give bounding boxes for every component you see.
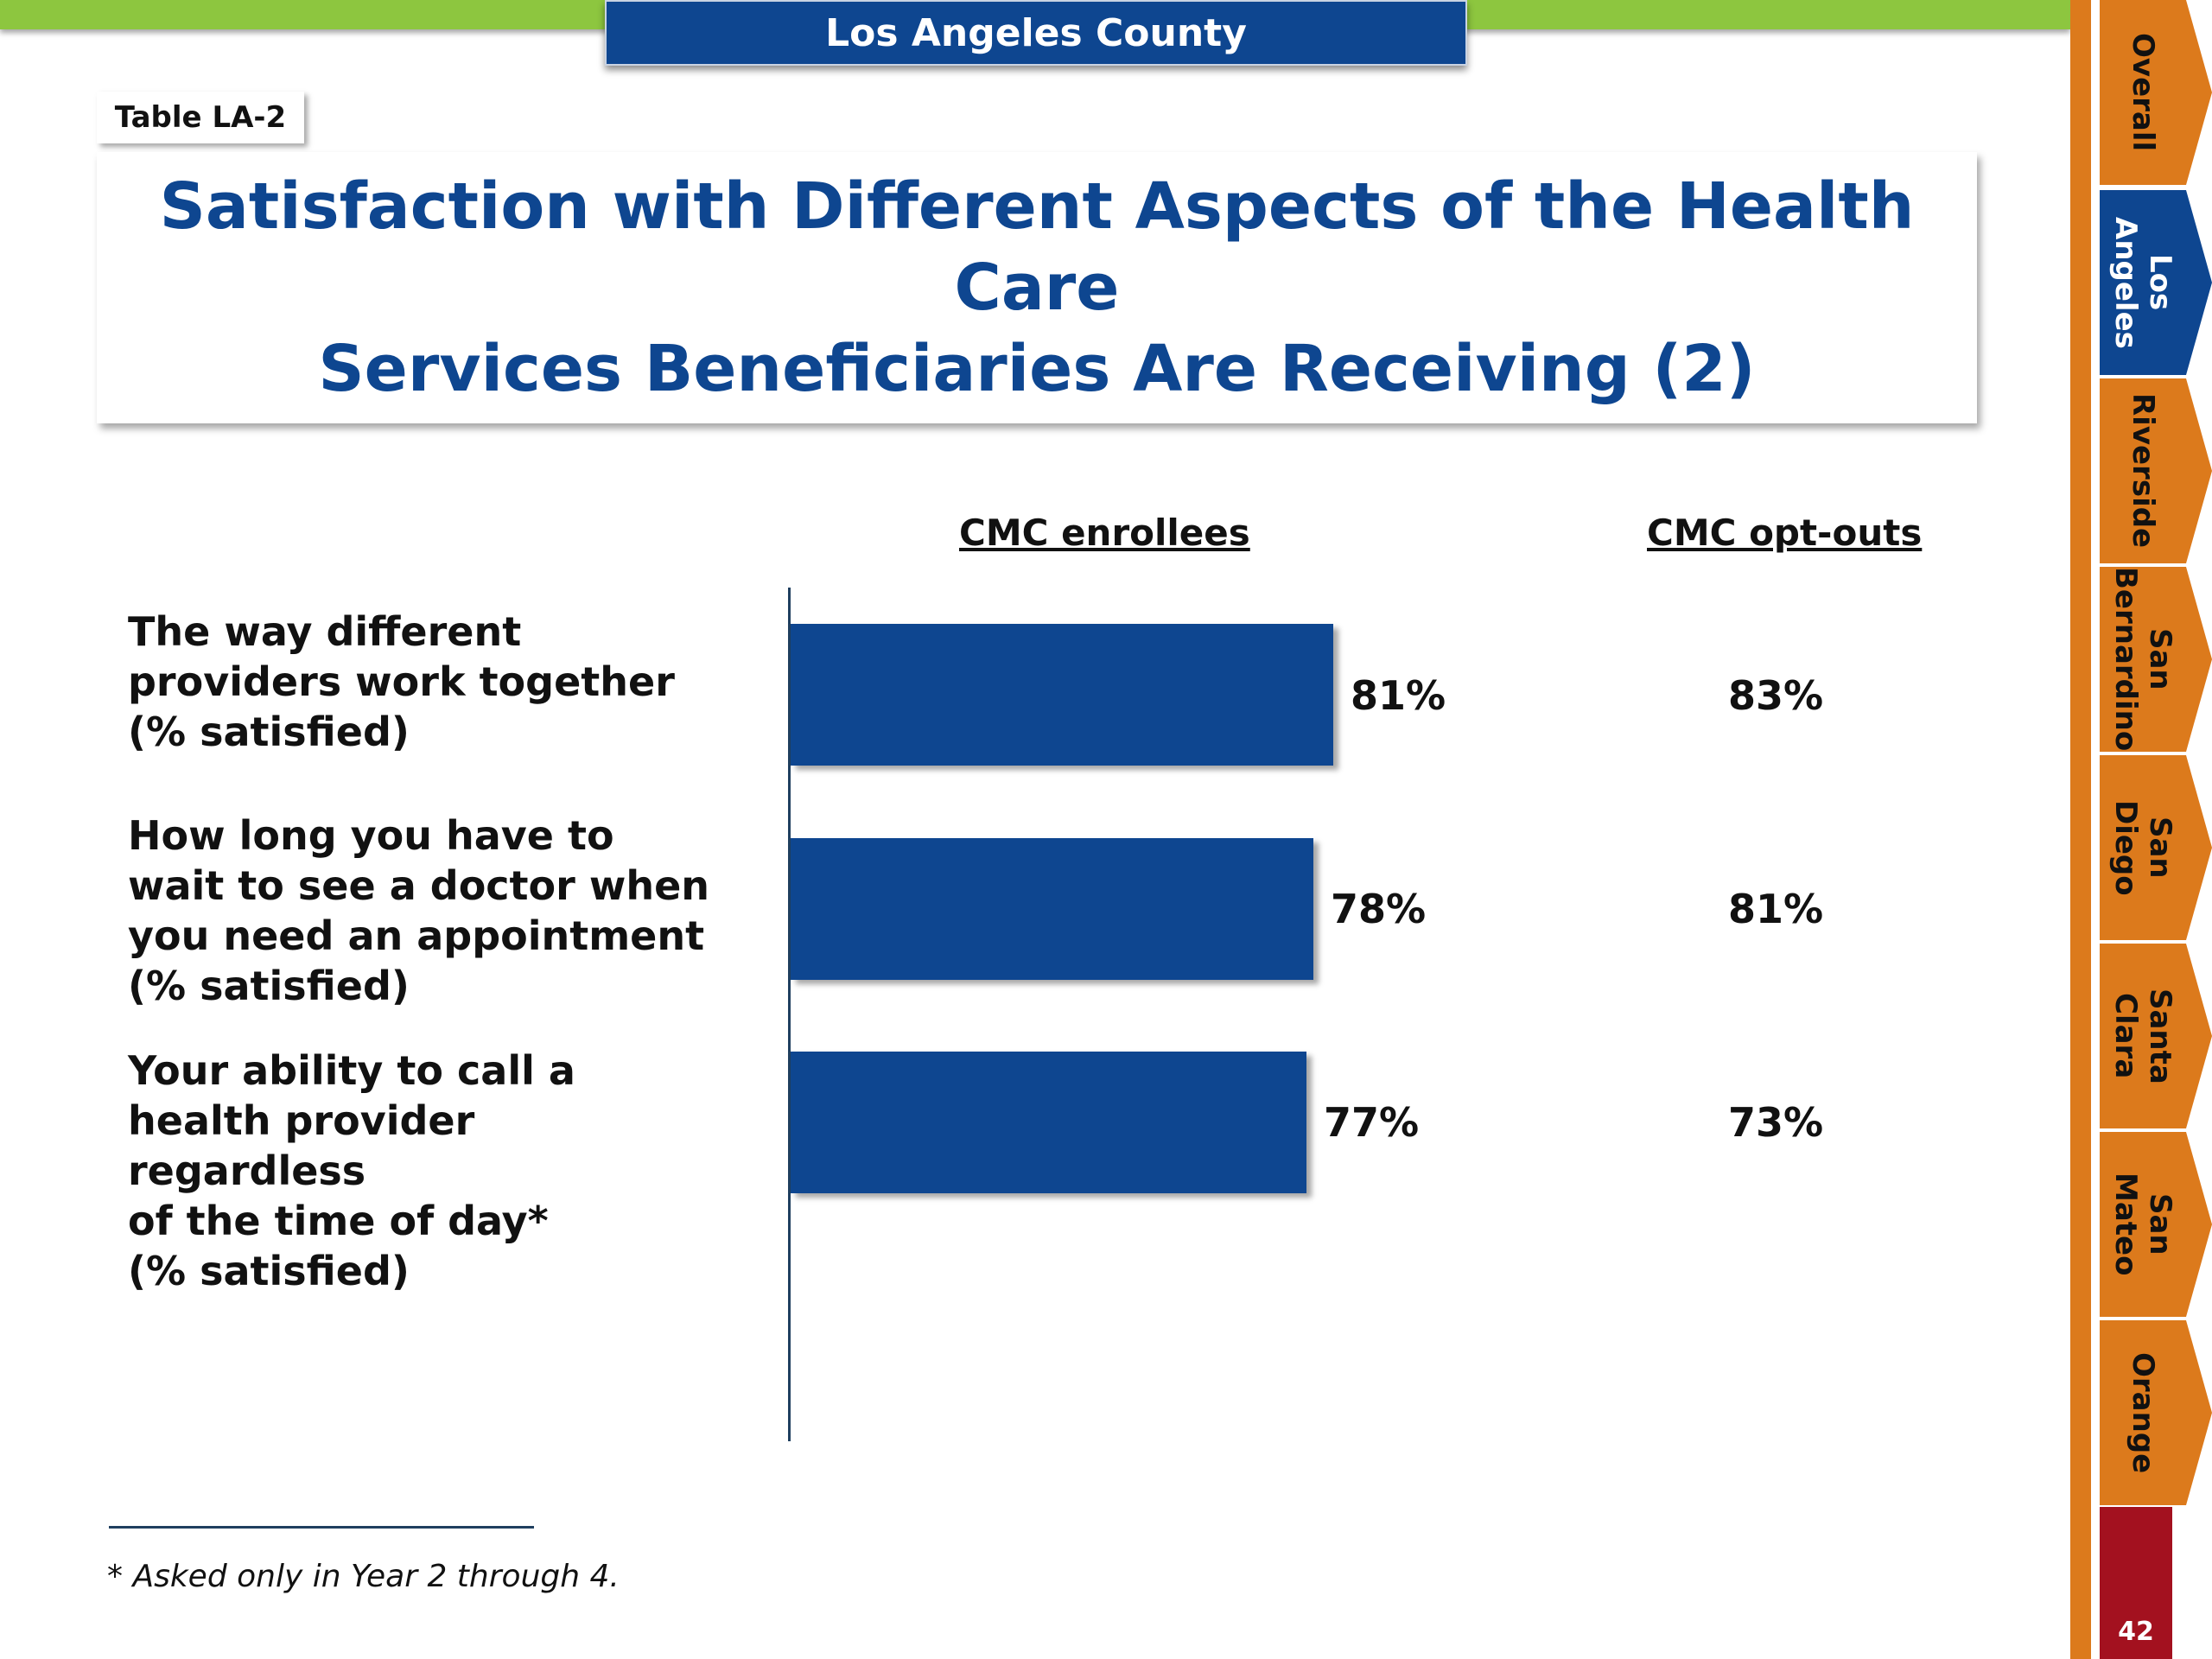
tab-label: Orange: [2126, 1351, 2160, 1474]
value-optouts-3: 73%: [1728, 1099, 1824, 1146]
value-optouts-2: 81%: [1728, 886, 1824, 932]
column-header-optouts: CMC opt-outs: [1647, 512, 1923, 554]
value-optouts-1: 83%: [1728, 672, 1824, 719]
value-enrollees-1: 81%: [1351, 672, 1446, 719]
tab-san-mateo[interactable]: San Mateo: [2100, 1132, 2212, 1317]
bar-enrollees-3: [791, 1052, 1306, 1193]
page-title: Satisfaction with Different Aspects of t…: [97, 166, 1977, 410]
row-label-1: The way different providers work togethe…: [128, 608, 675, 755]
tab-label: Riverside: [2126, 393, 2160, 549]
tab-overall[interactable]: Overall: [2100, 0, 2212, 185]
title-line-2: Services Beneficiaries Are Receiving (2): [318, 332, 1756, 406]
footnote: * Asked only in Year 2 through 4.: [107, 1559, 620, 1594]
title-line-1: Satisfaction with Different Aspects of t…: [159, 169, 1915, 325]
value-enrollees-2: 78%: [1331, 886, 1427, 932]
tab-label: San Bernardino: [2108, 567, 2177, 752]
tab-san-diego[interactable]: San Diego: [2100, 755, 2212, 940]
bar-enrollees-2: [791, 838, 1313, 980]
tab-label: Overall: [2126, 33, 2160, 152]
tab-san-bernardino[interactable]: San Bernardino: [2100, 567, 2212, 752]
tab-label: San Mateo: [2108, 1173, 2177, 1276]
table-tag: Table LA-2: [97, 92, 304, 143]
chart-axis-line: [788, 588, 791, 1441]
tab-riverside[interactable]: Riverside: [2100, 378, 2212, 563]
value-enrollees-3: 77%: [1324, 1099, 1420, 1146]
footnote-rule: [109, 1526, 534, 1529]
row-label-2: How long you have to wait to see a docto…: [128, 812, 710, 1009]
tab-orange[interactable]: Orange: [2100, 1320, 2212, 1505]
tab-santa-clara[interactable]: Santa Clara: [2100, 944, 2212, 1128]
row-label-3: Your ability to call a health provider r…: [128, 1047, 575, 1294]
page-number: 42: [2100, 1507, 2172, 1659]
column-header-enrollees: CMC enrollees: [959, 512, 1250, 554]
bar-enrollees-1: [791, 624, 1333, 766]
tab-label: San Diego: [2108, 799, 2177, 896]
sidebar-strip: [2070, 0, 2091, 1659]
tab-label: Los Angeles: [2108, 216, 2177, 349]
title-box: Satisfaction with Different Aspects of t…: [97, 152, 1977, 423]
tab-label: Santa Clara: [2108, 988, 2177, 1084]
county-banner: Los Angeles County: [605, 0, 1467, 66]
tab-los-angeles[interactable]: Los Angeles: [2100, 190, 2212, 375]
